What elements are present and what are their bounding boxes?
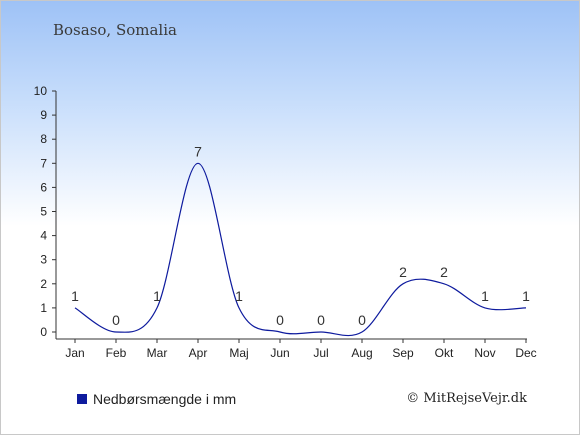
y-tick-label: 3 <box>40 253 47 267</box>
x-tick-label: Jan <box>65 346 84 360</box>
y-tick-label: 1 <box>40 301 47 315</box>
x-tick-label: Mar <box>147 346 168 360</box>
y-tick-label: 2 <box>40 277 47 291</box>
data-label: 7 <box>194 143 202 159</box>
data-label: 0 <box>276 312 284 328</box>
data-label: 2 <box>399 264 407 280</box>
data-label: 0 <box>317 312 325 328</box>
y-tick-label: 10 <box>34 84 48 98</box>
x-tick-label: Maj <box>229 346 248 360</box>
x-tick-label: Okt <box>435 346 454 360</box>
x-tick-label: Feb <box>106 346 127 360</box>
x-tick-label: Nov <box>474 346 495 360</box>
x-tick-label: Dec <box>515 346 536 360</box>
data-label: 1 <box>153 288 161 304</box>
data-label: 1 <box>71 288 79 304</box>
y-tick-label: 7 <box>40 156 47 170</box>
data-label: 1 <box>481 288 489 304</box>
legend-swatch <box>77 394 87 404</box>
y-tick-label: 5 <box>40 205 47 219</box>
series-line <box>74 162 527 337</box>
data-label: 1 <box>235 288 243 304</box>
x-tick-label: Sep <box>392 346 414 360</box>
data-label: 0 <box>358 312 366 328</box>
legend: Nedbørsmængde i mm <box>77 391 236 407</box>
data-label: 0 <box>112 312 120 328</box>
data-label: 1 <box>522 288 530 304</box>
legend-label: Nedbørsmængde i mm <box>93 391 237 407</box>
y-tick-label: 8 <box>40 132 47 146</box>
data-label: 2 <box>440 264 448 280</box>
x-tick-label: Apr <box>189 346 208 360</box>
copyright: © MitRejseVejr.dk <box>406 391 527 406</box>
y-tick-label: 0 <box>40 325 47 339</box>
y-tick-label: 4 <box>40 229 47 243</box>
x-tick-label: Jun <box>270 346 289 360</box>
chart-title: Bosaso, Somalia <box>53 21 177 39</box>
y-tick-label: 9 <box>40 108 47 122</box>
x-tick-label: Aug <box>351 346 372 360</box>
y-tick-label: 6 <box>40 180 47 194</box>
x-tick-label: Jul <box>313 346 328 360</box>
